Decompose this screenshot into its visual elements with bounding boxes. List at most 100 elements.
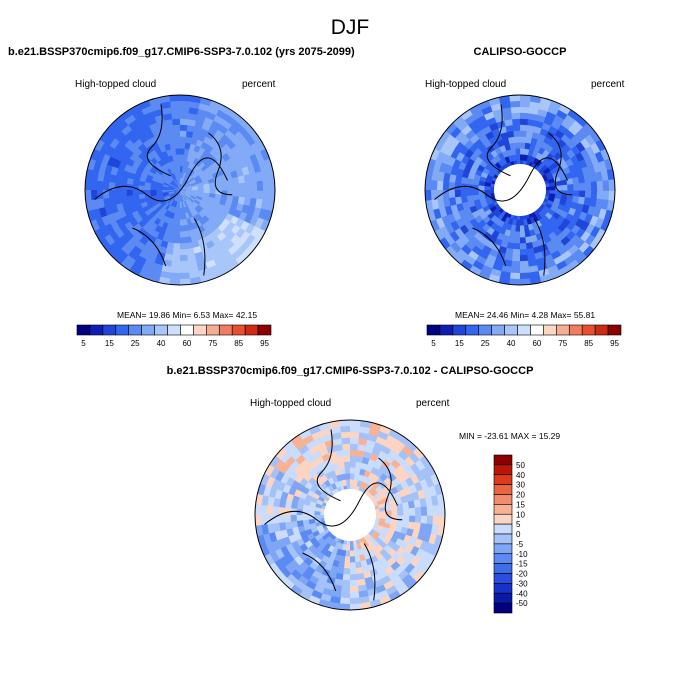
map-cell bbox=[459, 259, 473, 271]
map-cell bbox=[162, 137, 170, 146]
map-cell bbox=[440, 214, 451, 227]
map-cell bbox=[265, 541, 276, 554]
map-cell bbox=[480, 264, 493, 275]
map-cell bbox=[475, 114, 488, 125]
map-cell bbox=[185, 192, 192, 196]
map-cell bbox=[511, 112, 521, 120]
map-cell bbox=[166, 211, 173, 219]
map-cell bbox=[126, 189, 133, 197]
map-cell bbox=[175, 147, 181, 155]
map-cell bbox=[179, 201, 183, 209]
map-cell bbox=[514, 231, 520, 239]
map-cell bbox=[350, 466, 356, 474]
map-cell bbox=[242, 245, 255, 259]
map-cell bbox=[278, 498, 287, 508]
map-cell bbox=[240, 148, 251, 160]
map-cell bbox=[539, 96, 553, 107]
map-cell bbox=[104, 222, 115, 235]
map-cell bbox=[238, 190, 246, 198]
map-cell bbox=[330, 540, 338, 548]
map-cell bbox=[519, 231, 526, 239]
colorbar-swatch bbox=[206, 324, 220, 336]
map-cell bbox=[181, 171, 185, 179]
map-cell bbox=[433, 227, 445, 241]
map-cell bbox=[379, 515, 387, 520]
panel-obs-units: percent bbox=[591, 79, 625, 90]
map-cell bbox=[226, 259, 240, 272]
map-cell bbox=[143, 185, 151, 190]
map-cell bbox=[256, 190, 264, 201]
map-cell bbox=[158, 197, 165, 203]
map-cell bbox=[171, 206, 176, 214]
map-cell bbox=[180, 136, 187, 143]
map-cell bbox=[147, 273, 161, 284]
map-cell bbox=[174, 141, 181, 149]
map-cell bbox=[503, 253, 513, 262]
map-cell bbox=[268, 179, 275, 191]
map-cell bbox=[149, 189, 157, 194]
map-cell bbox=[383, 439, 396, 451]
map-cell bbox=[396, 584, 410, 597]
map-cell bbox=[181, 195, 186, 202]
map-cell bbox=[290, 569, 302, 581]
map-cell bbox=[124, 113, 137, 125]
map-cell bbox=[224, 114, 237, 126]
map-cell bbox=[203, 116, 215, 127]
map-cell bbox=[438, 236, 451, 250]
map-cell bbox=[169, 272, 180, 280]
map-cell bbox=[243, 213, 254, 225]
map-cell bbox=[200, 200, 208, 207]
map-cell bbox=[608, 190, 615, 202]
map-cell bbox=[466, 194, 474, 202]
map-cell bbox=[380, 575, 392, 586]
map-cell bbox=[186, 154, 193, 163]
map-cell bbox=[519, 237, 527, 244]
map-cell bbox=[179, 243, 187, 250]
map-cell bbox=[103, 233, 115, 246]
map-cell bbox=[254, 228, 267, 242]
map-cell bbox=[288, 549, 299, 560]
map-cell bbox=[354, 467, 362, 475]
map-cell bbox=[547, 196, 556, 203]
colorbar-swatch bbox=[193, 324, 207, 336]
map-cell bbox=[268, 561, 281, 575]
map-cell bbox=[544, 259, 557, 270]
map-cell bbox=[376, 589, 389, 600]
map-cell bbox=[255, 171, 264, 183]
map-cell bbox=[195, 197, 202, 204]
map-cell bbox=[120, 195, 128, 204]
map-cell bbox=[120, 176, 128, 184]
map-cell bbox=[513, 136, 521, 143]
map-cell bbox=[297, 443, 310, 455]
map-cell bbox=[173, 190, 180, 193]
map-cell bbox=[480, 171, 489, 179]
map-cell bbox=[349, 550, 355, 558]
map-cell bbox=[218, 103, 232, 116]
map-cell bbox=[383, 476, 393, 486]
map-cell bbox=[166, 148, 173, 157]
map-cell bbox=[436, 179, 444, 190]
map-cell bbox=[283, 552, 295, 564]
map-cell bbox=[566, 259, 580, 272]
map-cell bbox=[217, 245, 229, 257]
map-cell bbox=[135, 128, 146, 139]
map-cell bbox=[342, 443, 351, 451]
map-cell bbox=[141, 105, 154, 116]
map-cell bbox=[249, 130, 262, 144]
map-cell bbox=[487, 273, 501, 284]
map-cell bbox=[169, 166, 175, 174]
map-cell bbox=[394, 439, 407, 451]
map-cell bbox=[180, 183, 183, 190]
map-cell bbox=[174, 185, 180, 190]
map-cell bbox=[149, 186, 157, 190]
map-cell bbox=[467, 118, 480, 130]
map-cell bbox=[543, 116, 555, 127]
map-cell bbox=[594, 217, 605, 230]
map-cell bbox=[519, 249, 528, 256]
map-cell bbox=[438, 504, 445, 516]
map-cell bbox=[189, 178, 196, 184]
map-cell bbox=[387, 590, 401, 602]
map-cell bbox=[192, 208, 199, 216]
map-cell bbox=[279, 451, 292, 464]
